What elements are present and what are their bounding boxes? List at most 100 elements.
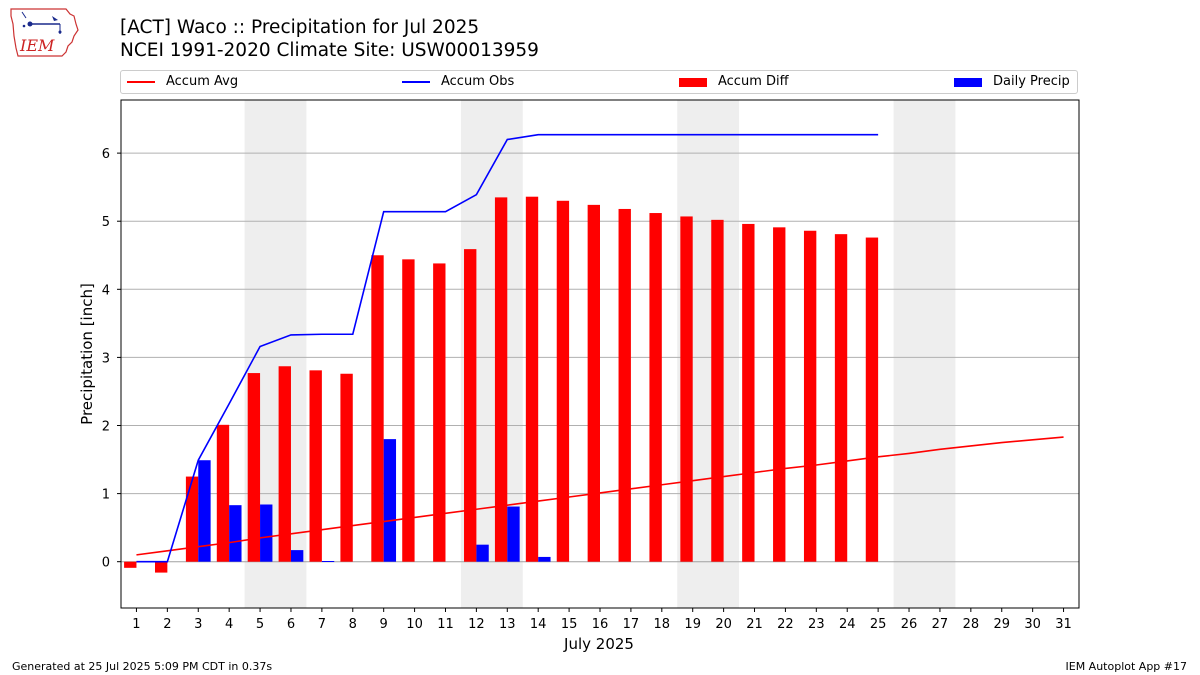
legend-label-daily-precip: Daily Precip [993, 74, 1070, 89]
y-tick-label: 1 [102, 488, 110, 503]
y-tick-label: 3 [102, 351, 110, 366]
bar-accum-diff [278, 366, 291, 562]
x-tick-label: 8 [349, 617, 357, 632]
x-tick-label: 31 [1055, 617, 1072, 632]
bar-accum-diff [834, 234, 848, 562]
bar-daily-precip [321, 561, 335, 563]
bar-accum-diff [618, 208, 631, 562]
bar-accum-diff [865, 237, 879, 562]
x-tick-label: 9 [380, 617, 388, 632]
bar-accum-diff [711, 219, 724, 562]
x-tick-label: 28 [963, 617, 980, 632]
bar-daily-precip [476, 544, 489, 562]
bar-accum-diff [649, 213, 662, 562]
legend-swatch-accum-avg [127, 81, 155, 83]
bar-accum-diff [371, 255, 384, 562]
bar-accum-diff [680, 216, 693, 562]
legend-item-accum-diff: Accum Diff [679, 74, 789, 90]
legend-swatch-daily-precip [954, 77, 982, 87]
x-tick-label: 5 [256, 617, 264, 632]
x-tick-label: 15 [561, 617, 578, 632]
bar-daily-precip [507, 506, 520, 562]
bar-accum-diff [185, 476, 199, 562]
bar-accum-diff [247, 373, 261, 562]
x-tick-label: 24 [839, 617, 856, 632]
legend-item-accum-obs: Accum Obs [402, 74, 514, 90]
bar-accum-diff [464, 249, 477, 562]
iem-logo: IEM [10, 8, 79, 57]
legend-swatch-accum-obs [402, 81, 430, 83]
bar-accum-diff [525, 196, 539, 562]
x-tick-label: 7 [318, 617, 326, 632]
x-tick-label: 20 [715, 617, 732, 632]
bar-accum-diff [494, 197, 508, 562]
x-tick-label: 3 [194, 617, 202, 632]
bar-accum-diff [154, 561, 168, 573]
bar-accum-diff [402, 259, 415, 562]
line-accum-obs [136, 133, 879, 563]
bar-daily-precip [198, 460, 211, 562]
x-tick-label: 25 [870, 617, 887, 632]
bar-daily-precip [538, 556, 551, 562]
x-tick-label: 26 [901, 617, 918, 632]
y-tick-label: 0 [102, 556, 110, 571]
bar-daily-precip [290, 550, 304, 562]
x-tick-label: 18 [654, 617, 671, 632]
y-tick-label: 5 [102, 215, 110, 230]
x-tick-label: 11 [437, 617, 454, 632]
x-tick-label: 4 [225, 617, 233, 632]
bar-accum-diff [773, 227, 786, 562]
bar-accum-diff [340, 373, 353, 562]
series-lines [136, 133, 1064, 563]
legend-label-accum-diff: Accum Diff [718, 74, 789, 89]
x-tick-label: 6 [287, 617, 295, 632]
legend-item-accum-avg: Accum Avg [127, 74, 238, 90]
footer-generated: Generated at 25 Jul 2025 5:09 PM CDT in … [12, 660, 273, 673]
bars [124, 196, 879, 573]
legend-label-accum-obs: Accum Obs [441, 74, 515, 89]
bar-accum-diff [742, 223, 755, 562]
iowa-outline-shape [10, 8, 79, 57]
x-tick-label: 19 [684, 617, 701, 632]
x-tick-label: 27 [932, 617, 949, 632]
x-tick-label: 29 [993, 617, 1010, 632]
x-tick-label: 30 [1024, 617, 1041, 632]
bar-daily-precip [383, 439, 397, 562]
x-axis-label: July 2025 [563, 635, 634, 653]
logo-text: IEM [19, 36, 55, 55]
legend-label-accum-avg: Accum Avg [166, 74, 239, 89]
bar-accum-diff [803, 230, 817, 562]
y-tick-label: 6 [102, 147, 110, 162]
bar-accum-diff [556, 200, 570, 562]
x-axis-ticks: 1 2 3 4 5 6 7 8 9 10 11 12 13 14 15 16 17 18 19 20 21 22 23 24 2… [132, 608, 1072, 632]
y-axis-label: Precipitation [inch] [78, 283, 96, 425]
x-tick-label: 13 [499, 617, 516, 632]
x-tick-label: 14 [530, 617, 547, 632]
x-tick-label: 23 [808, 617, 825, 632]
x-tick-label: 16 [592, 617, 609, 632]
bar-accum-diff [124, 561, 137, 568]
x-tick-label: 2 [163, 617, 171, 632]
line-accum-avg [136, 436, 1064, 556]
bar-daily-precip [260, 504, 273, 562]
x-tick-label: 10 [406, 617, 423, 632]
x-tick-label: 12 [468, 617, 485, 632]
bar-daily-precip [229, 505, 242, 562]
y-tick-label: 2 [102, 420, 110, 435]
bar-accum-diff [216, 424, 230, 562]
legend-swatch-accum-diff [679, 77, 707, 87]
x-tick-label: 17 [623, 617, 640, 632]
legend: Accum Avg Accum Obs Accum Diff Daily Pre… [120, 70, 1078, 94]
bar-accum-diff [433, 263, 446, 562]
x-tick-label: 1 [132, 617, 140, 632]
bar-accum-diff [309, 370, 322, 562]
chart-title: [ACT] Waco :: Precipitation for Jul 2025 [120, 17, 480, 38]
x-tick-label: 22 [777, 617, 794, 632]
y-axis-ticks: 0 1 2 3 4 5 6 [102, 147, 121, 571]
chart-subtitle: NCEI 1991-2020 Climate Site: USW00013959 [120, 40, 539, 61]
footer-app: IEM Autoplot App #17 [1065, 660, 1188, 673]
y-tick-label: 4 [102, 283, 110, 298]
weekend-band [893, 100, 956, 608]
legend-item-daily-precip: Daily Precip [954, 74, 1070, 90]
